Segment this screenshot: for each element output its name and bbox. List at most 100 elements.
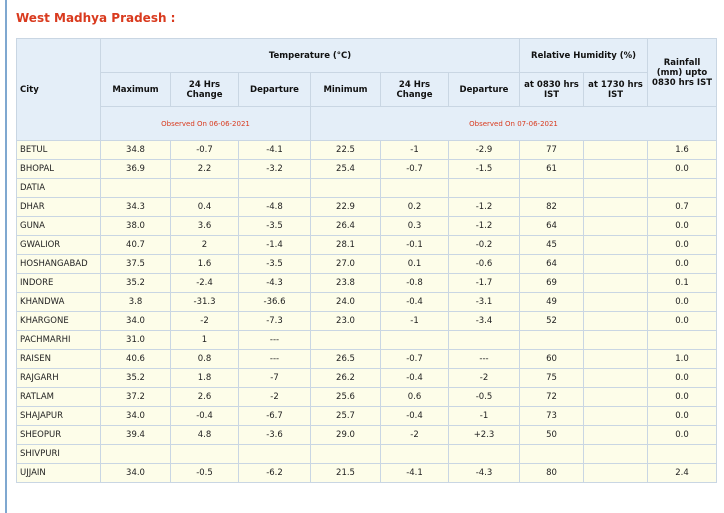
value-cell	[380, 330, 449, 350]
column-header: 24 Hrs Change	[380, 72, 449, 107]
value-cell: 0.8	[170, 349, 239, 369]
value-cell	[583, 292, 649, 312]
value-cell: -3.2	[238, 159, 311, 179]
value-cell: 0.1	[380, 254, 449, 274]
value-cell: -2	[238, 387, 311, 407]
value-cell: -36.6	[238, 292, 311, 312]
value-cell: 21.5	[310, 463, 381, 483]
value-cell: 29.0	[310, 425, 381, 445]
table-row: KHANDWA 3.8 -31.3 -36.6 24.0 -0.4 -3.1 49 0.0	[16, 292, 718, 312]
value-cell	[170, 444, 239, 464]
value-cell: -3.5	[238, 254, 311, 274]
table-row: BETUL 34.8 -0.7 -4.1 22.5 -1 -2.9 77 1.6	[16, 140, 718, 160]
value-cell: -0.7	[170, 140, 239, 160]
value-cell: 25.4	[310, 159, 381, 179]
table-row: HOSHANGABAD 37.5 1.6 -3.5 27.0 0.1 -0.6 64 0.0	[16, 254, 718, 274]
city-cell: RAJGARH	[16, 368, 101, 388]
value-cell: 22.5	[310, 140, 381, 160]
city-cell: GUNA	[16, 216, 101, 236]
city-cell: HOSHANGABAD	[16, 254, 101, 274]
value-cell: 40.6	[100, 349, 171, 369]
value-cell	[519, 330, 585, 350]
value-cell: -0.4	[170, 406, 239, 426]
value-cell: 4.8	[170, 425, 239, 445]
value-cell: 60	[519, 349, 585, 369]
value-cell: 0.1	[647, 273, 718, 293]
value-cell	[380, 444, 449, 464]
table-row: UJJAIN 34.0 -0.5 -6.2 21.5 -4.1 -4.3 80 2.4	[16, 463, 718, 483]
value-cell: 37.5	[100, 254, 171, 274]
value-cell	[583, 235, 649, 255]
value-cell: 38.0	[100, 216, 171, 236]
value-cell: 0.0	[647, 292, 718, 312]
value-cell	[238, 444, 311, 464]
table-row: INDORE 35.2 -2.4 -4.3 23.8 -0.8 -1.7 69 0.1	[16, 273, 718, 293]
value-cell	[583, 425, 649, 445]
value-cell	[519, 444, 585, 464]
value-cell: -1.2	[447, 197, 521, 217]
value-cell	[519, 178, 585, 198]
value-cell: 34.0	[100, 406, 171, 426]
value-cell: 35.2	[100, 368, 171, 388]
value-cell: -2	[447, 368, 521, 388]
column-header: City	[16, 38, 101, 141]
table-row: SHIVPURI	[16, 444, 718, 464]
value-cell: 28.1	[310, 235, 381, 255]
value-cell: 2.2	[170, 159, 239, 179]
value-cell: 25.7	[310, 406, 381, 426]
table-row: RAISEN 40.6 0.8 --- 26.5 -0.7 --- 60 1.0	[16, 349, 718, 369]
value-cell: -1.4	[238, 235, 311, 255]
value-cell: ---	[238, 349, 311, 369]
value-cell: -4.3	[447, 463, 521, 483]
value-cell	[647, 444, 718, 464]
value-cell	[583, 330, 649, 350]
value-cell: -0.5	[170, 463, 239, 483]
value-cell: -7.3	[238, 311, 311, 331]
city-cell: INDORE	[16, 273, 101, 293]
city-cell: KHANDWA	[16, 292, 101, 312]
value-cell	[583, 197, 649, 217]
city-cell: PACHMARHI	[16, 330, 101, 350]
value-cell: -0.6	[447, 254, 521, 274]
value-cell: -0.1	[380, 235, 449, 255]
value-cell	[583, 368, 649, 388]
value-cell	[100, 444, 171, 464]
value-cell: -1.5	[447, 159, 521, 179]
value-cell: 2	[170, 235, 239, 255]
value-cell: 23.8	[310, 273, 381, 293]
value-cell: 0.0	[647, 425, 718, 445]
value-cell: 34.8	[100, 140, 171, 160]
column-header: Maximum	[100, 72, 171, 107]
group-header: Temperature (°C)	[99, 38, 521, 73]
section-title: West Madhya Pradesh :	[16, 11, 176, 25]
city-cell: SHAJAPUR	[16, 406, 101, 426]
column-header: at 1730 hrs IST	[583, 72, 649, 107]
value-cell	[583, 387, 649, 407]
value-cell: -3.6	[238, 425, 311, 445]
table-row: KHARGONE 34.0 -2 -7.3 23.0 -1 -3.4 52 0.0	[16, 311, 718, 331]
value-cell: 50	[519, 425, 585, 445]
table-row: GUNA 38.0 3.6 -3.5 26.4 0.3 -1.2 64 0.0	[16, 216, 718, 236]
value-cell	[170, 178, 239, 198]
value-cell: 1	[170, 330, 239, 350]
value-cell: 3.8	[100, 292, 171, 312]
value-cell	[380, 178, 449, 198]
value-cell: 0.6	[380, 387, 449, 407]
value-cell: 1.6	[170, 254, 239, 274]
value-cell: 1.8	[170, 368, 239, 388]
value-cell: 0.0	[647, 159, 718, 179]
value-cell	[583, 216, 649, 236]
value-cell: 34.0	[100, 463, 171, 483]
column-header: 24 Hrs Change	[170, 72, 239, 107]
city-cell: UJJAIN	[16, 463, 101, 483]
value-cell	[647, 330, 718, 350]
table-row: RATLAM 37.2 2.6 -2 25.6 0.6 -0.5 72 0.0	[16, 387, 718, 407]
table-row: SHAJAPUR 34.0 -0.4 -6.7 25.7 -0.4 -1 73 0.0	[16, 406, 718, 426]
value-cell: 0.0	[647, 254, 718, 274]
value-cell	[583, 273, 649, 293]
value-cell: 73	[519, 406, 585, 426]
value-cell: 36.9	[100, 159, 171, 179]
value-cell	[583, 444, 649, 464]
table-row: DATIA	[16, 178, 718, 198]
value-cell: 64	[519, 254, 585, 274]
